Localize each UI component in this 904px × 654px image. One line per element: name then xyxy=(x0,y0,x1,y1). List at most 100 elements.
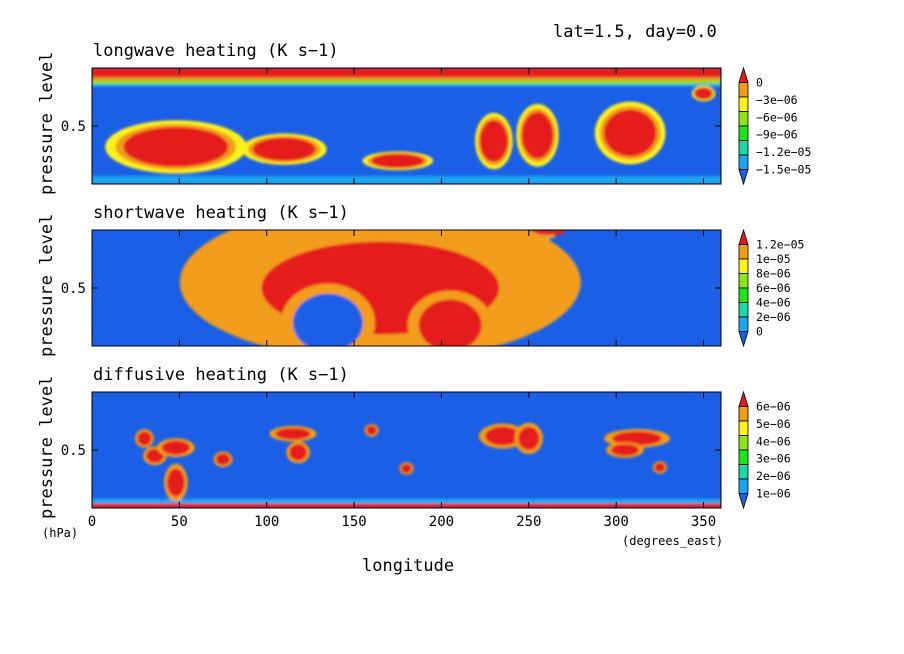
colorbar-swatch xyxy=(738,273,749,289)
x-tick-label: 100 xyxy=(254,514,279,530)
panel-longwave: longwave heating (K s−1) pressure level … xyxy=(37,41,811,195)
colorbar-swatch xyxy=(738,82,749,98)
yticks-shortwave: 0.5 xyxy=(61,281,721,297)
colorbar-label: 1e−06 xyxy=(756,487,791,501)
ylabel-diffusive: pressure level xyxy=(37,376,57,519)
heatmap-blob-3 xyxy=(146,448,164,463)
colorbar-label: 2e−06 xyxy=(756,310,791,324)
colorbar-swatch xyxy=(738,111,749,127)
x-axis-label: longitude xyxy=(362,556,454,576)
colorbar-label: 4e−06 xyxy=(756,434,791,448)
heatmap-blob-8 xyxy=(289,444,307,461)
heatmap-blob-6 xyxy=(292,293,363,346)
yticks-diffusive: 0.5 xyxy=(61,443,721,459)
heatmap-blob-10 xyxy=(401,463,412,474)
heatmap-diffusive xyxy=(91,391,722,509)
heatmap-blob-2 xyxy=(137,431,152,446)
heatmap-blob-7 xyxy=(275,427,311,440)
colorbar-swatch xyxy=(738,287,749,303)
colorbar-swatch xyxy=(738,420,749,436)
x-unit-label: (degrees_east) xyxy=(622,534,723,548)
heatmap-band-4 xyxy=(92,175,721,184)
colorbar-swatch xyxy=(738,302,749,318)
panel-diffusive: diffusive heating (K s−1) pressure level… xyxy=(37,365,791,519)
heatmap-blob-11 xyxy=(485,426,521,446)
x-tick-label: 50 xyxy=(171,514,188,530)
colorbar-swatch xyxy=(738,154,749,170)
colorbar-arrow-top xyxy=(738,228,749,245)
heatmap-blob-5 xyxy=(123,127,229,167)
x-tick-label: 0 xyxy=(88,514,96,530)
colorbar-swatch xyxy=(738,244,749,260)
colorbar-swatch xyxy=(738,316,749,332)
heatmap-blob-9 xyxy=(521,112,554,159)
heatmap-blob-13 xyxy=(612,431,662,446)
colorbar-arrow-top xyxy=(738,390,749,407)
colorbar-label: 0 xyxy=(756,325,763,339)
heatmap-band-0 xyxy=(92,68,721,78)
panel-shortwave: shortwave heating (K s−1) pressure level… xyxy=(37,203,804,357)
colorbar-label: 0 xyxy=(756,76,763,90)
colorbar-label: 6e−06 xyxy=(756,281,791,295)
colorbar-label: −6e−06 xyxy=(756,110,798,124)
colorbar-label: 6e−06 xyxy=(756,400,791,414)
colorbar-swatch xyxy=(738,464,749,480)
colorbar-label: −1.2e−05 xyxy=(756,145,811,159)
yticks-longwave: 0.5 xyxy=(61,119,721,135)
y-tick-label: 0.5 xyxy=(61,281,86,297)
colorbar-longwave: 0 −3e−06 −6e−06 −9e−06 −1.2e−05 −1.5e−05 xyxy=(738,66,811,186)
colorbar-label: 2e−06 xyxy=(756,469,791,483)
x-tick-label: 300 xyxy=(604,514,629,530)
heatmap-blob-14 xyxy=(610,444,639,456)
colorbar-swatch xyxy=(738,435,749,451)
colorbar-arrow-bottom xyxy=(738,169,749,186)
colorbar-label: 1.2e−05 xyxy=(756,238,804,252)
heatmap-blob-8 xyxy=(479,120,508,162)
colorbar-swatch xyxy=(738,478,749,494)
heatmap-blob-11 xyxy=(694,87,713,100)
heatmap-band-1 xyxy=(92,77,721,81)
heatmap-blob-15 xyxy=(654,462,666,473)
colorbar-swatch xyxy=(738,140,749,156)
ylabel-shortwave: pressure level xyxy=(37,214,57,357)
ylabel-longwave: pressure level xyxy=(37,52,57,195)
heatmap-shortwave xyxy=(91,229,722,347)
x-tick-label: 150 xyxy=(341,514,366,530)
panel-title-diffusive: diffusive heating (K s−1) xyxy=(93,365,349,385)
header-info: lat=1.5, day=0.0 xyxy=(553,22,717,42)
panel-title-shortwave: shortwave heating (K s−1) xyxy=(93,203,349,223)
colorbar-label: 4e−06 xyxy=(756,296,791,310)
colorbar-label: −9e−06 xyxy=(756,128,798,142)
x-tick-label: 250 xyxy=(516,514,541,530)
heatmap-blob-4 xyxy=(161,440,190,455)
colorbar-swatch xyxy=(738,449,749,465)
colorbar-arrow-bottom xyxy=(738,493,749,510)
colorbar-arrow-bottom xyxy=(738,331,749,348)
y-tick-label: 0.5 xyxy=(61,119,86,135)
colorbar-label: −3e−06 xyxy=(756,93,798,107)
heatmap-blob-9 xyxy=(366,425,377,435)
colorbar-diffusive: 6e−06 5e−06 4e−06 3e−06 2e−06 1e−06 xyxy=(738,390,791,510)
heatmap-blob-10 xyxy=(603,109,657,157)
y-tick-label: 0.5 xyxy=(61,443,86,459)
heatmap-blob-12 xyxy=(518,426,540,450)
x-tick-label: 350 xyxy=(691,514,716,530)
y-unit-label: (hPa) xyxy=(42,526,78,540)
colorbar-label: −1.5e−05 xyxy=(756,163,811,177)
heatmap-band-0 xyxy=(92,503,721,508)
x-axis-ticks: 0 50 100 150 200 250 300 350 xyxy=(88,514,716,530)
heatmap-blob-6 xyxy=(216,453,231,466)
heatmap-band-2 xyxy=(92,80,721,85)
colorbar-swatch xyxy=(738,125,749,141)
colorbar-swatch xyxy=(738,96,749,112)
heatmap-blob-7 xyxy=(418,299,482,346)
heatmap-band-3 xyxy=(92,84,721,87)
colorbar-arrow-top xyxy=(738,66,749,83)
colorbar-label: 3e−06 xyxy=(756,452,791,466)
heatmap-longwave xyxy=(91,67,722,185)
colorbar-label: 5e−06 xyxy=(756,417,791,431)
x-tick-label: 200 xyxy=(429,514,454,530)
heatmap-band-1 xyxy=(92,498,721,504)
colorbar-label: 8e−06 xyxy=(756,267,791,281)
